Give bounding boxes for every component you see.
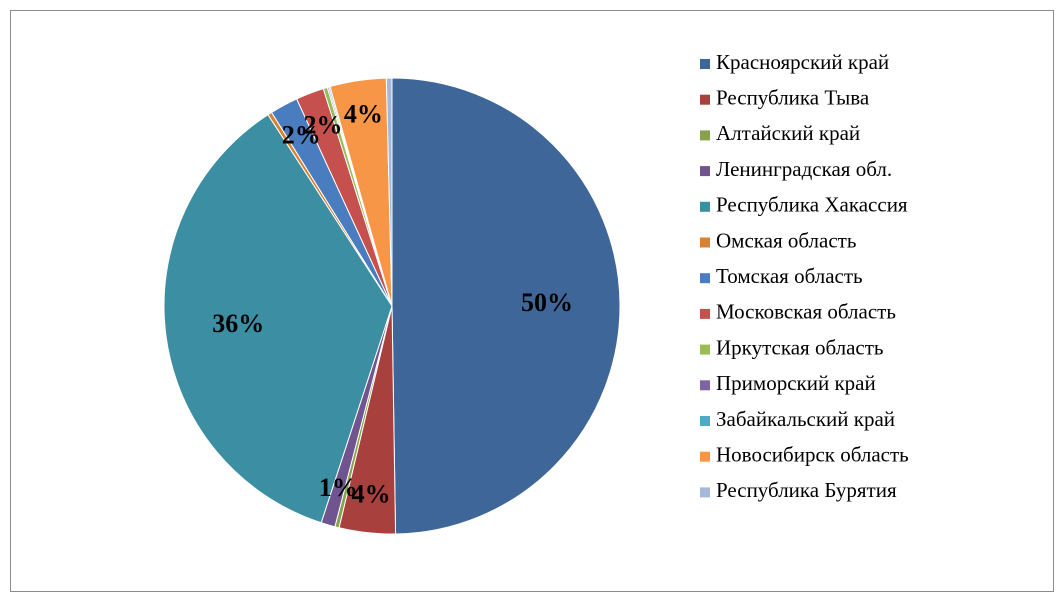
legend-swatch xyxy=(700,416,710,426)
legend-label: Забайкальский край xyxy=(716,407,895,431)
data-label: 4% xyxy=(352,479,391,508)
legend-label: Омская область xyxy=(716,228,856,252)
legend-swatch xyxy=(700,344,710,355)
data-label: 36% xyxy=(212,309,264,338)
legend-label: Московская область xyxy=(716,300,896,324)
legend-label: Красноярский край xyxy=(716,50,889,74)
legend-swatch xyxy=(700,201,710,212)
legend-label: Республика Бурятия xyxy=(716,478,897,502)
legend-label: Иркутская область xyxy=(716,335,883,359)
legend-swatch xyxy=(700,166,710,177)
legend-swatch xyxy=(700,94,710,105)
legend-swatch xyxy=(700,380,710,391)
legend-label: Республика Хакассия xyxy=(716,193,908,217)
legend-label: Алтайский край xyxy=(716,121,860,145)
legend-swatch xyxy=(700,237,710,248)
legend-label: Новосибирск область xyxy=(716,443,909,467)
legend-label: Республика Тыва xyxy=(716,86,870,110)
pie-slice xyxy=(391,77,621,535)
legend-label: Приморский край xyxy=(716,371,876,395)
pie-slice xyxy=(163,113,393,524)
legend-swatch xyxy=(700,273,710,284)
pie-slice xyxy=(385,77,393,307)
legend-swatch xyxy=(700,451,710,462)
data-label: 2% xyxy=(282,120,321,149)
legend-swatch xyxy=(700,308,710,319)
legend-label: Ленинградская обл. xyxy=(716,157,892,181)
data-label: 50% xyxy=(521,288,573,317)
data-label: 4% xyxy=(344,100,383,129)
data-label: 2% xyxy=(303,110,342,139)
legend-label: Томская область xyxy=(716,264,863,288)
legend-swatch xyxy=(700,130,710,141)
legend-swatch xyxy=(700,59,710,69)
legend-swatch xyxy=(700,487,710,498)
data-label: 1% xyxy=(319,473,358,502)
